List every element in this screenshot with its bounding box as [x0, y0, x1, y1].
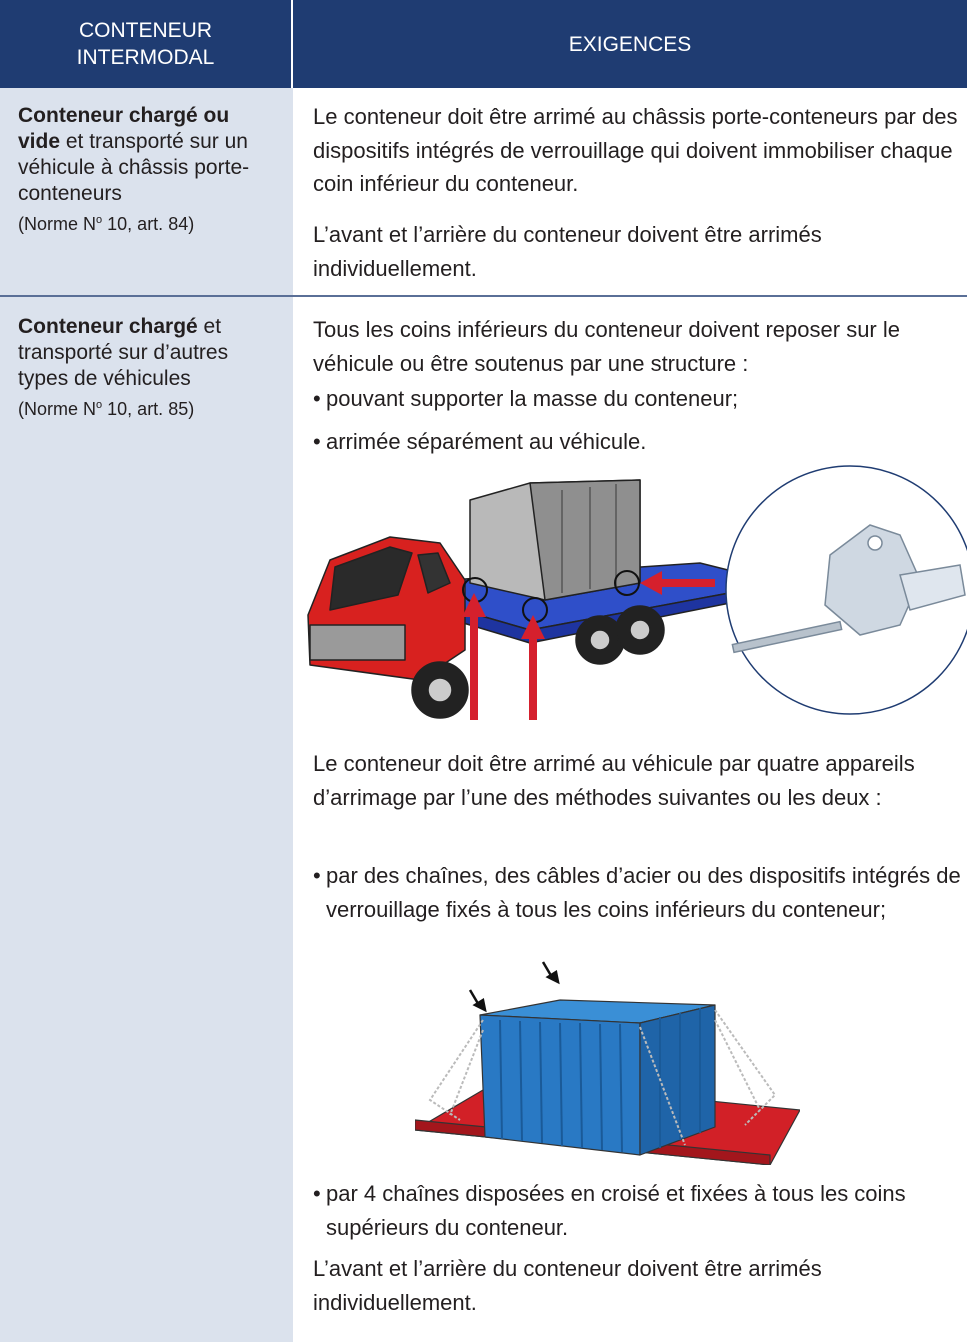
paragraph: L’avant et l’arrière du conteneur doiven…	[313, 1256, 822, 1315]
ref-text: (Norme N	[18, 214, 97, 234]
bullet: pouvant supporter la masse du conteneur;	[313, 382, 967, 416]
label-ref: (Norme No 10, art. 85)	[18, 392, 250, 422]
ref-sup: o	[96, 214, 103, 226]
label-bold: Conteneur chargé ou vide	[18, 104, 230, 153]
header-text: EXIGENCES	[568, 32, 692, 56]
paragraph: Tous les coins inférieurs du conteneur d…	[313, 317, 900, 376]
ref-text: (Norme N	[18, 399, 97, 419]
container-illustration	[415, 961, 800, 1165]
label-cell	[0, 88, 293, 295]
bullet: par 4 chaînes disposées en croisé et fix…	[313, 1177, 967, 1244]
row-divider	[0, 295, 967, 297]
paragraph: L’avant et l’arrière du conteneur doiven…	[313, 222, 822, 281]
ref-text: 10, art. 84)	[107, 214, 195, 234]
row-label: Conteneur chargé ou vide et transporté s…	[18, 103, 250, 237]
row-label: Conteneur chargé et transporté sur d’aut…	[18, 314, 250, 422]
label-ref: (Norme No 10, art. 84)	[18, 207, 250, 237]
bullet: arrimée séparément au véhicule.	[313, 425, 967, 459]
header-cell: CONTENEUR INTERMODAL	[0, 0, 293, 88]
paragraph: Le conteneur doit être arrimé au châssis…	[313, 104, 958, 196]
ref-sup: o	[96, 399, 103, 411]
label-text: et transporté sur d’autres types de véhi…	[18, 315, 229, 390]
truck-illustration	[307, 465, 967, 720]
paragraph: Le conteneur doit être arrimé au véhicul…	[313, 751, 915, 810]
bullet: par des chaînes, des câbles d’acier ou d…	[313, 859, 967, 926]
label-bold: Conteneur chargé	[18, 315, 198, 338]
label-text: et transporté sur un véhicule à châssis …	[18, 130, 250, 205]
label-cell	[0, 297, 293, 1342]
header-cell: EXIGENCES	[293, 0, 967, 88]
header-text: CONTENEUR INTERMODAL	[76, 19, 215, 69]
ref-text: 10, art. 85)	[107, 399, 195, 419]
